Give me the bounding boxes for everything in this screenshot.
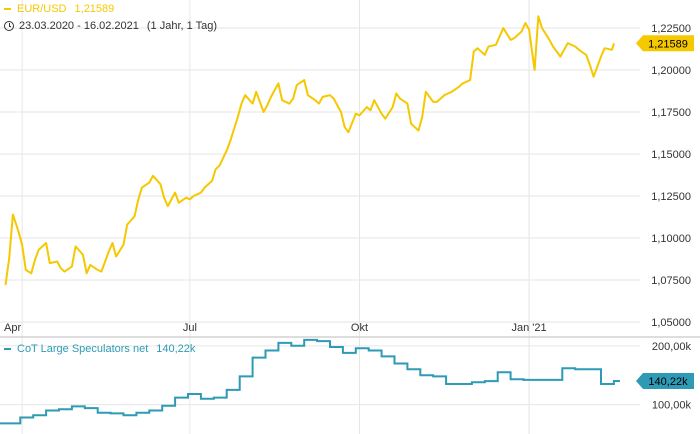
price-y-tick-label: 1,07500 [651, 275, 691, 287]
range-legend: 23.03.2020 - 16.02.2021 (1 Jahr, 1 Tag) [4, 20, 217, 32]
x-tick-label: Jul [183, 322, 197, 334]
price-series-line [4, 15, 615, 286]
price-last-badge [636, 35, 694, 52]
price-legend-swatch [4, 8, 11, 10]
price-y-tick-label: 1,12500 [651, 191, 691, 203]
price-y-tick-label: 1,10000 [651, 233, 691, 245]
price-y-tick-label: 1,20000 [651, 65, 691, 77]
cot-legend: CoT Large Speculators net 140,22k [4, 343, 195, 355]
price-legend: EUR/USD 1,21589 [4, 3, 114, 15]
price-last-value-label: 1,21589 [648, 38, 688, 50]
cot-last-badge [636, 372, 694, 389]
clock-icon [4, 21, 14, 31]
cot-series-line [0, 338, 620, 425]
x-tick-label: Jan '21 [512, 322, 547, 334]
price-legend-value: 1,21589 [74, 3, 115, 15]
x-tick-label: Okt [351, 322, 368, 334]
price-y-tick-label: 1,22500 [651, 23, 691, 35]
cot-last-value-label: 140,22k [648, 376, 688, 388]
period-label: (1 Jahr, 1 Tag) [146, 20, 218, 32]
x-tick-label: Apr [4, 322, 21, 334]
price-y-tick-label: 1,15000 [651, 149, 691, 161]
date-range: 23.03.2020 - 16.02.2021 [19, 20, 139, 32]
price-y-tick-label: 1,05000 [651, 317, 691, 329]
price-legend-symbol: EUR/USD [17, 3, 67, 15]
cot-legend-name: CoT Large Speculators net [17, 343, 149, 355]
cot-y-tick-label: 100,00k [652, 400, 692, 412]
cot-y-tick-label: 200,00k [652, 341, 692, 353]
cot-legend-swatch [4, 348, 11, 350]
cot-legend-value: 140,22k [156, 343, 196, 355]
price-y-tick-label: 1,17500 [651, 107, 691, 119]
